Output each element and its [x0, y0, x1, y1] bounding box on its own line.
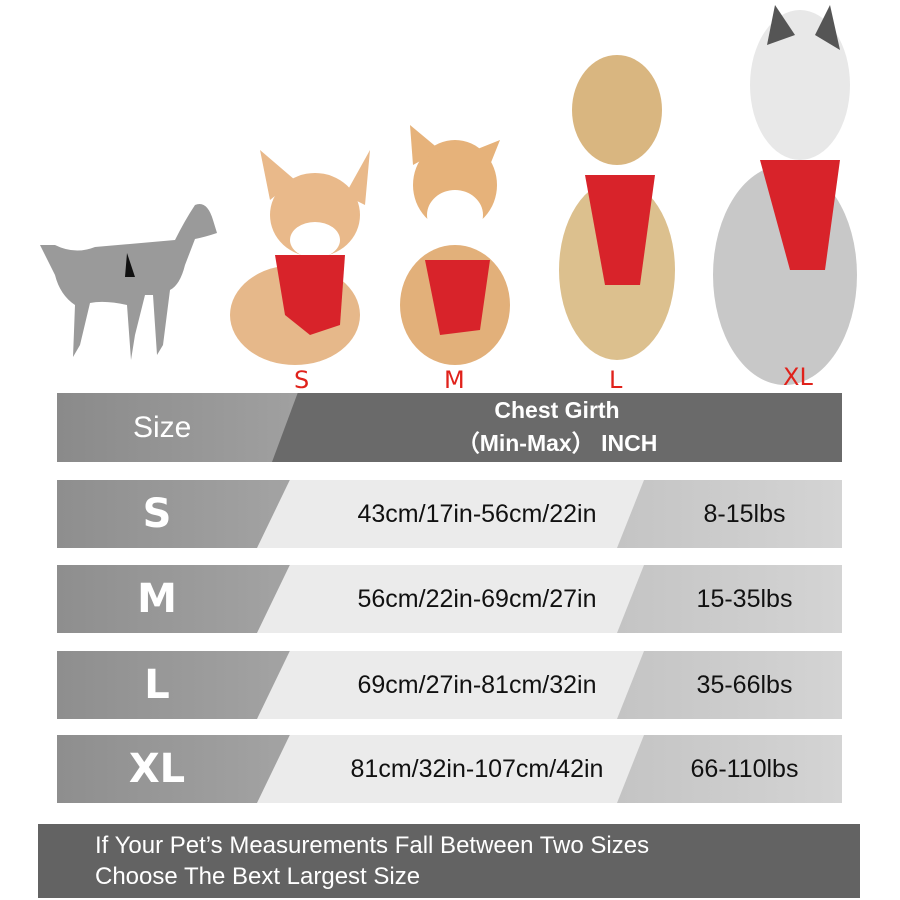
- chest-cell: 56cm/22in-69cm/27in: [357, 584, 597, 613]
- size-cell: XL: [128, 746, 186, 792]
- chest-cell: 69cm/27in-81cm/32in: [357, 670, 597, 699]
- footer-line-1: If Your Pet’s Measurements Fall Between …: [95, 832, 650, 859]
- footer-line-2: Choose The Bext Largest Size: [95, 863, 421, 890]
- dog-label-s: S: [294, 366, 310, 394]
- dog-xl-husky-image: [713, 5, 857, 385]
- chest-cell: 81cm/32in-107cm/42in: [350, 754, 604, 783]
- table-row: L 69cm/27in-81cm/32in 35-66lbs: [57, 651, 842, 719]
- chest-cell: 43cm/17in-56cm/22in: [357, 499, 597, 528]
- dog-label-m: M: [444, 366, 465, 394]
- weight-cell: 8-15lbs: [703, 499, 786, 528]
- weight-cell: 15-35lbs: [696, 584, 793, 613]
- table-row: XL 81cm/32in-107cm/42in 66-110lbs: [57, 735, 842, 803]
- dog-silhouette-measure-icon: [40, 204, 217, 360]
- size-header: Size: [133, 410, 192, 444]
- size-cell: S: [142, 491, 172, 537]
- weight-cell: 35-66lbs: [696, 670, 793, 699]
- dog-m-corgi-image: [400, 125, 510, 365]
- dog-label-l: L: [609, 366, 623, 394]
- table-header: Size Chest Girth （Min-Max） INCH: [57, 393, 842, 462]
- size-cell: M: [137, 576, 177, 622]
- dog-s-corgi-puppy-image: [230, 150, 370, 365]
- table-row: M 56cm/22in-69cm/27in 15-35lbs: [57, 565, 842, 633]
- footer-note: If Your Pet’s Measurements Fall Between …: [38, 824, 860, 898]
- chest-girth-header: Chest Girth: [494, 397, 620, 423]
- size-cell: L: [144, 662, 170, 708]
- dog-l-golden-retriever-image: [559, 55, 675, 360]
- chest-girth-unit-header: （Min-Max） INCH: [456, 430, 658, 456]
- table-row: S 43cm/17in-56cm/22in 8-15lbs: [57, 480, 842, 548]
- weight-cell: 66-110lbs: [690, 754, 799, 783]
- dog-label-xl: XL: [783, 363, 813, 391]
